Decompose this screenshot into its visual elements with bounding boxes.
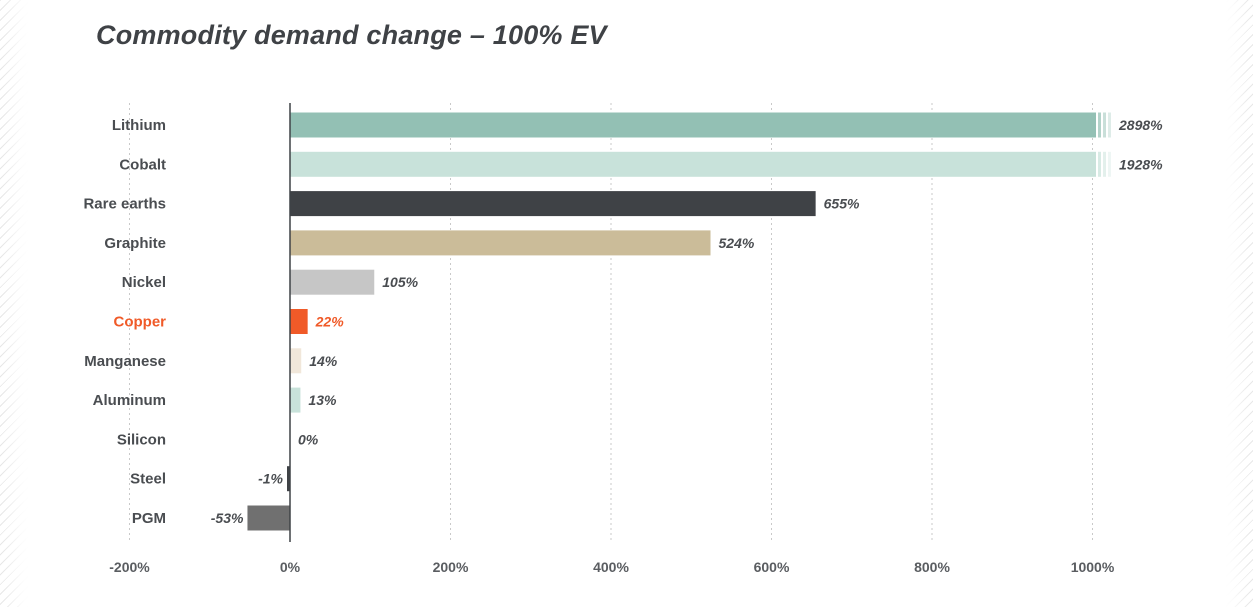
data-label: -1% bbox=[258, 471, 283, 487]
x-tick-label: 800% bbox=[914, 559, 950, 575]
category-label: Steel bbox=[130, 471, 166, 488]
bar-break-segment bbox=[1103, 151, 1106, 177]
x-tick-label: 400% bbox=[593, 559, 629, 575]
x-tick-label: 600% bbox=[754, 559, 790, 575]
bar-break-segment bbox=[1103, 112, 1106, 138]
category-label: Graphite bbox=[104, 235, 166, 252]
data-label: 13% bbox=[308, 392, 337, 408]
bar bbox=[290, 230, 711, 256]
bar bbox=[290, 112, 1096, 138]
bar-break-segment bbox=[1108, 151, 1111, 177]
chart-card bbox=[28, 0, 1226, 607]
category-label: Rare earths bbox=[83, 196, 166, 213]
category-label: Manganese bbox=[84, 353, 166, 370]
data-label: 1928% bbox=[1119, 156, 1163, 172]
bar bbox=[247, 505, 290, 531]
data-label: 655% bbox=[824, 196, 860, 212]
bar-break-segment bbox=[1098, 112, 1101, 138]
bar-break-segment bbox=[1108, 112, 1111, 138]
bar bbox=[290, 151, 1096, 177]
category-label: Nickel bbox=[122, 274, 166, 291]
bar bbox=[287, 466, 290, 492]
data-label: 14% bbox=[309, 353, 338, 369]
x-tick-label: -200% bbox=[109, 559, 150, 575]
chart-title: Commodity demand change – 100% EV bbox=[96, 20, 607, 50]
category-label: Aluminum bbox=[93, 392, 166, 409]
bar bbox=[290, 309, 308, 334]
bar bbox=[290, 269, 375, 295]
category-label: PGM bbox=[132, 510, 166, 527]
bar bbox=[290, 387, 301, 413]
data-label: -53% bbox=[211, 510, 244, 526]
data-label: 524% bbox=[719, 235, 755, 251]
data-label: 0% bbox=[298, 431, 319, 447]
data-label: 2898% bbox=[1118, 117, 1163, 133]
category-label: Cobalt bbox=[119, 156, 166, 173]
x-tick-label: 0% bbox=[280, 559, 301, 575]
category-label: Lithium bbox=[112, 117, 166, 134]
category-label: Silicon bbox=[117, 431, 166, 448]
category-label: Copper bbox=[114, 314, 167, 331]
data-label: 22% bbox=[315, 314, 345, 330]
bar bbox=[290, 348, 302, 374]
x-tick-label: 200% bbox=[433, 559, 469, 575]
bar-break-segment bbox=[1098, 151, 1101, 177]
x-tick-label: 1000% bbox=[1071, 559, 1115, 575]
bar bbox=[290, 191, 816, 217]
data-label: 105% bbox=[382, 274, 418, 290]
